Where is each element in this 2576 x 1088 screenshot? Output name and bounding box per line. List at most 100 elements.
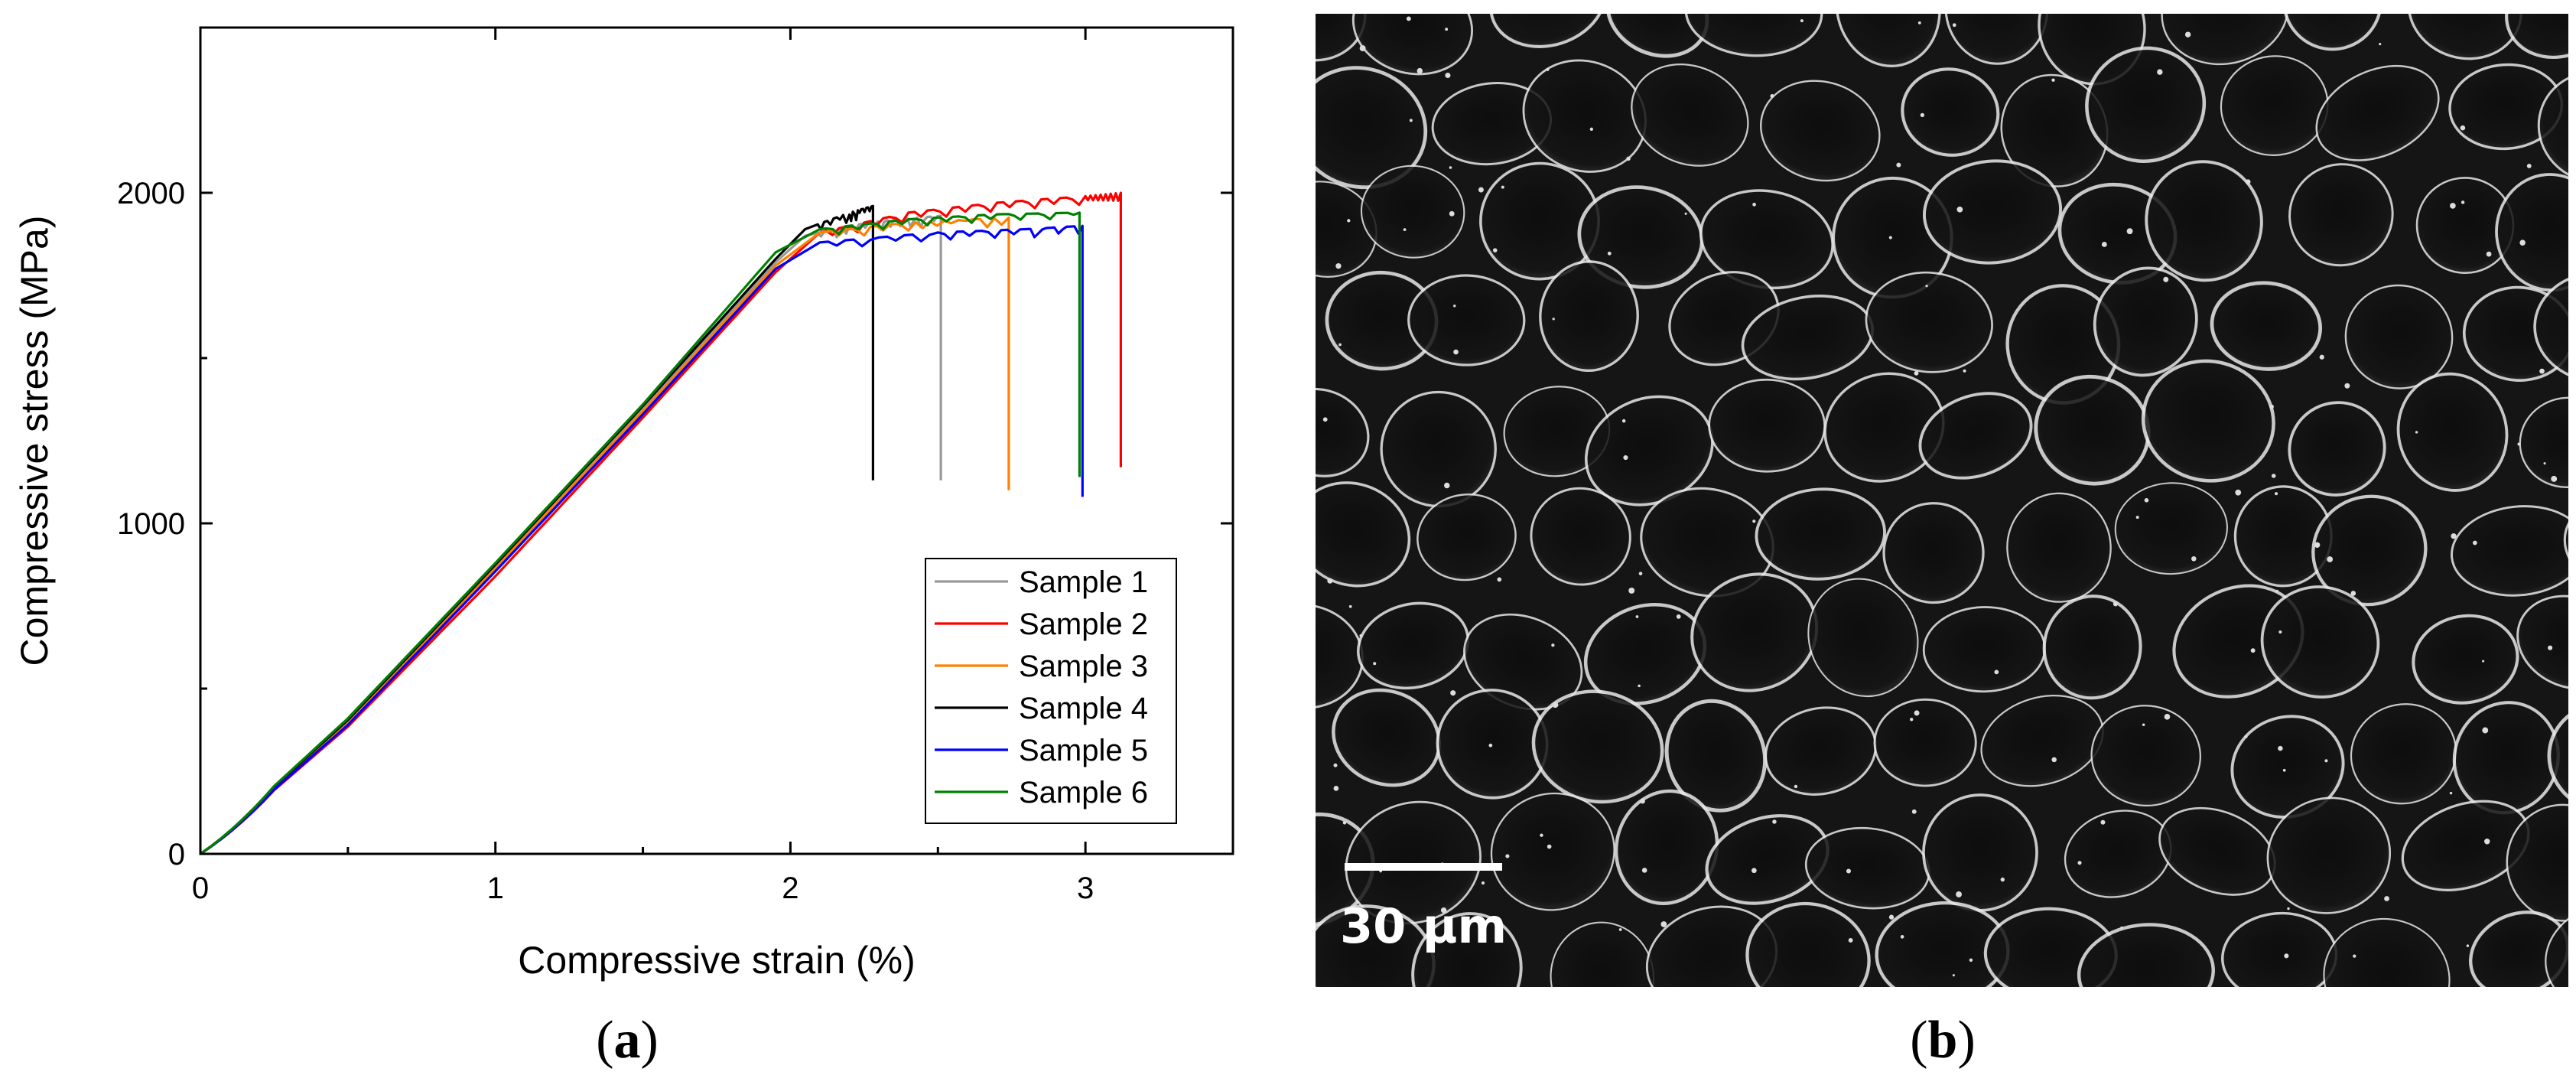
particle-speck: [1478, 187, 1484, 193]
particle-speck: [1552, 702, 1559, 709]
particle-speck: [2235, 489, 2242, 496]
foam-cell: [1944, 14, 2049, 65]
particle-speck: [2324, 759, 2328, 763]
particle-speck: [2353, 954, 2356, 958]
particle-speck: [1638, 684, 1641, 688]
particle-speck: [2135, 516, 2139, 520]
legend-item: Sample 2: [1019, 608, 1148, 641]
foam-cell: [1922, 793, 2038, 912]
particle-speck: [1963, 369, 1966, 373]
panel-b-letter: b: [1928, 1011, 1958, 1070]
foam-cell: [1835, 14, 1941, 67]
x-tick-label: 0: [192, 871, 209, 905]
foam-cell: [2042, 594, 2142, 700]
particle-speck: [2274, 492, 2278, 496]
particle-speck: [1453, 305, 1456, 308]
particle-speck: [2314, 542, 2321, 549]
x-axis-title: Compressive strain (%): [518, 939, 916, 982]
stress-strain-chart: 0 1 2 3 0 1000 2000 Compressive strain (%) Com…: [13, 26, 1234, 982]
particle-speck: [2350, 591, 2356, 596]
foam-cell: [1332, 688, 1441, 787]
particle-speck: [1914, 370, 1919, 376]
particle-speck: [2551, 475, 2558, 482]
particle-speck: [2539, 368, 2545, 374]
particle-speck: [2319, 354, 2324, 360]
particle-speck: [1623, 454, 1628, 461]
particle-speck: [1952, 23, 1956, 28]
particle-speck: [1449, 210, 1455, 217]
particle-speck: [2101, 242, 2107, 247]
particle-speck: [1497, 577, 1502, 582]
particle-speck: [1322, 417, 1328, 422]
particle-speck: [1338, 343, 1342, 347]
particle-speck: [1547, 844, 1552, 849]
particle-speck: [2284, 953, 2289, 959]
particle-speck: [2379, 43, 2382, 46]
particle-speck: [1684, 212, 1687, 215]
foam-cell: [2282, 14, 2382, 51]
plot-frame: [199, 26, 1234, 855]
particle-speck: [2051, 757, 2057, 763]
foam-cell: [1345, 800, 1482, 925]
particle-speck: [2384, 896, 2389, 901]
series-line-sample-6: [200, 211, 1081, 854]
foam-cell: [2161, 14, 2289, 66]
foam-cell: [1823, 372, 1945, 483]
foam-cell: [2563, 497, 2568, 598]
particle-speck: [2278, 630, 2282, 634]
foam-cell: [2288, 401, 2386, 497]
foam-cell: [1807, 578, 1919, 698]
legend-item: Sample 5: [1019, 734, 1148, 767]
particle-speck: [1618, 928, 1622, 931]
particle-speck: [2526, 163, 2532, 168]
foam-cell: [2266, 796, 2392, 914]
foam-cell: [1690, 572, 1819, 692]
particle-speck: [2077, 861, 2082, 865]
particle-speck: [2163, 276, 2169, 282]
foam-cell: [2545, 901, 2568, 987]
particle-speck: [1848, 937, 1853, 943]
foam-cell: [2533, 271, 2568, 383]
foam-cell: [2006, 492, 2112, 603]
foam-cell: [1489, 14, 1607, 48]
particle-speck: [2113, 601, 2119, 607]
sem-micrograph: 30 µm: [1316, 14, 2568, 987]
particle-speck: [2191, 556, 2197, 562]
particle-speck: [2245, 179, 2251, 184]
particle-speck: [1348, 604, 1352, 608]
particle-speck: [1445, 28, 1449, 31]
particle-speck: [2415, 431, 2418, 434]
particle-speck: [2517, 442, 2521, 446]
particle-speck: [1628, 587, 1635, 594]
particle-speck: [1676, 614, 1681, 619]
legend-item: Sample 3: [1019, 650, 1148, 683]
particle-speck: [1772, 819, 1777, 824]
panel-a-letter: a: [614, 1011, 641, 1070]
particle-speck: [1492, 248, 1498, 252]
particle-speck: [1952, 974, 1955, 977]
particle-speck: [1335, 263, 1342, 269]
particle-speck: [2460, 125, 2466, 131]
foam-cell: [2350, 703, 2457, 805]
particle-speck: [2278, 745, 2283, 751]
particle-speck: [2519, 239, 2526, 246]
particle-speck: [2461, 200, 2465, 204]
particle-speck: [2051, 78, 2055, 82]
foam-cell: [2085, 46, 2207, 164]
x-tick-label: 2: [782, 871, 798, 905]
series-line-sample-5: [200, 224, 1084, 854]
particle-speck: [2450, 203, 2456, 209]
particle-speck: [1406, 16, 1411, 21]
foam-cell: [2114, 482, 2228, 575]
foam-cell: [1530, 487, 1631, 586]
foam-cell: [2034, 374, 2151, 486]
foam-cell: [2141, 359, 2275, 483]
foam-cell: [1577, 185, 1704, 289]
particle-speck: [1635, 615, 1639, 618]
particle-speck: [1770, 93, 1774, 99]
particle-speck: [1956, 891, 1962, 897]
particle-speck: [2157, 69, 2163, 75]
foam-cell: [2451, 505, 2568, 597]
